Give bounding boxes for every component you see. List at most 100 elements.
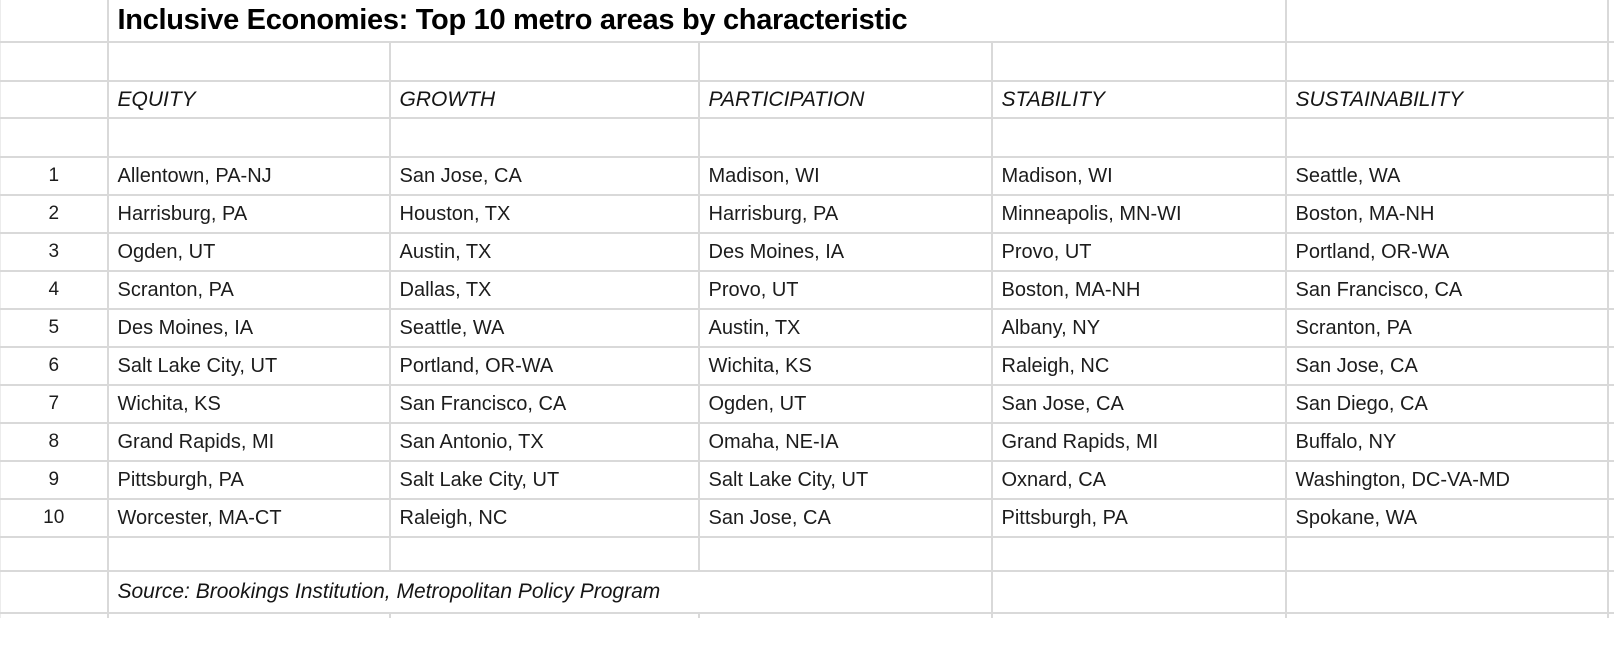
sustainability-cell[interactable]: Portland, OR-WA [1285, 233, 1609, 272]
cell-empty[interactable] [1285, 42, 1609, 82]
cell-empty[interactable] [0, 571, 109, 614]
growth-cell[interactable]: Austin, TX [389, 233, 700, 272]
participation-cell[interactable]: Wichita, KS [698, 347, 993, 386]
cell-empty[interactable] [1285, 571, 1609, 614]
rank-cell[interactable]: 8 [0, 423, 109, 462]
cell-empty[interactable] [389, 118, 700, 158]
rank-cell[interactable]: 4 [0, 271, 109, 310]
participation-cell[interactable]: Harrisburg, PA [698, 195, 993, 234]
stability-cell[interactable]: Grand Rapids, MI [991, 423, 1287, 462]
participation-cell[interactable]: Provo, UT [698, 271, 993, 310]
stability-cell[interactable]: San Jose, CA [991, 385, 1287, 424]
cell-empty[interactable] [0, 0, 109, 43]
participation-cell[interactable]: Madison, WI [698, 157, 993, 196]
cell-empty[interactable] [991, 118, 1287, 158]
cell-empty[interactable] [698, 537, 993, 572]
participation-cell[interactable]: Ogden, UT [698, 385, 993, 424]
table-row: 2 Harrisburg, PA Houston, TX Harrisburg,… [0, 195, 1614, 234]
sustainability-cell[interactable]: Seattle, WA [1285, 157, 1609, 196]
cell-empty[interactable] [1285, 537, 1609, 572]
stability-cell[interactable]: Pittsburgh, PA [991, 499, 1287, 538]
page-title[interactable]: Inclusive Economies: Top 10 metro areas … [107, 0, 1287, 43]
growth-cell[interactable]: Dallas, TX [389, 271, 700, 310]
rank-cell[interactable]: 6 [0, 347, 109, 386]
sustainability-cell[interactable]: San Jose, CA [1285, 347, 1609, 386]
column-header-growth[interactable]: GROWTH [389, 81, 700, 119]
sustainability-cell[interactable]: Scranton, PA [1285, 309, 1609, 348]
cell-empty[interactable] [0, 81, 109, 119]
sustainability-cell[interactable]: Buffalo, NY [1285, 423, 1609, 462]
growth-cell[interactable]: Seattle, WA [389, 309, 700, 348]
cell-empty[interactable] [698, 42, 993, 82]
growth-cell[interactable]: San Francisco, CA [389, 385, 700, 424]
participation-cell[interactable]: San Jose, CA [698, 499, 993, 538]
sustainability-cell[interactable]: San Francisco, CA [1285, 271, 1609, 310]
equity-cell[interactable]: Des Moines, IA [107, 309, 391, 348]
equity-cell[interactable]: Worcester, MA-CT [107, 499, 391, 538]
cell-empty [0, 613, 109, 618]
cell-empty [1607, 118, 1614, 158]
cell-empty [698, 613, 993, 618]
source-note[interactable]: Source: Brookings Institution, Metropoli… [107, 571, 993, 614]
table-row: 10 Worcester, MA-CT Raleigh, NC San Jose… [0, 499, 1614, 538]
sustainability-cell[interactable]: San Diego, CA [1285, 385, 1609, 424]
column-header-sustainability[interactable]: SUSTAINABILITY [1285, 81, 1609, 119]
equity-cell[interactable]: Pittsburgh, PA [107, 461, 391, 500]
cell-empty[interactable] [0, 42, 109, 82]
equity-cell[interactable]: Allentown, PA-NJ [107, 157, 391, 196]
equity-cell[interactable]: Scranton, PA [107, 271, 391, 310]
cell-empty[interactable] [0, 118, 109, 158]
rank-cell[interactable]: 5 [0, 309, 109, 348]
equity-cell[interactable]: Harrisburg, PA [107, 195, 391, 234]
cell-empty[interactable] [1285, 0, 1609, 43]
column-header-stability[interactable]: STABILITY [991, 81, 1287, 119]
cell-empty[interactable] [107, 537, 391, 572]
equity-cell[interactable]: Wichita, KS [107, 385, 391, 424]
participation-cell[interactable]: Omaha, NE-IA [698, 423, 993, 462]
cell-empty[interactable] [991, 42, 1287, 82]
cell-empty [1607, 157, 1614, 196]
column-header-equity[interactable]: EQUITY [107, 81, 391, 119]
rank-cell[interactable]: 1 [0, 157, 109, 196]
cell-empty[interactable] [107, 118, 391, 158]
growth-cell[interactable]: Raleigh, NC [389, 499, 700, 538]
stability-cell[interactable]: Provo, UT [991, 233, 1287, 272]
equity-cell[interactable]: Ogden, UT [107, 233, 391, 272]
table-row: 3 Ogden, UT Austin, TX Des Moines, IA Pr… [0, 233, 1614, 272]
table-row: 4 Scranton, PA Dallas, TX Provo, UT Bost… [0, 271, 1614, 310]
cell-empty[interactable] [389, 42, 700, 82]
cell-empty[interactable] [389, 537, 700, 572]
rank-cell[interactable]: 7 [0, 385, 109, 424]
participation-cell[interactable]: Austin, TX [698, 309, 993, 348]
sustainability-cell[interactable]: Boston, MA-NH [1285, 195, 1609, 234]
rank-cell[interactable]: 10 [0, 499, 109, 538]
stability-cell[interactable]: Albany, NY [991, 309, 1287, 348]
stability-cell[interactable]: Oxnard, CA [991, 461, 1287, 500]
column-header-participation[interactable]: PARTICIPATION [698, 81, 993, 119]
growth-cell[interactable]: Houston, TX [389, 195, 700, 234]
stability-cell[interactable]: Madison, WI [991, 157, 1287, 196]
stability-cell[interactable]: Minneapolis, MN-WI [991, 195, 1287, 234]
sustainability-cell[interactable]: Washington, DC-VA-MD [1285, 461, 1609, 500]
stability-cell[interactable]: Boston, MA-NH [991, 271, 1287, 310]
equity-cell[interactable]: Salt Lake City, UT [107, 347, 391, 386]
stability-cell[interactable]: Raleigh, NC [991, 347, 1287, 386]
cell-empty[interactable] [991, 537, 1287, 572]
cell-empty[interactable] [698, 118, 993, 158]
participation-cell[interactable]: Des Moines, IA [698, 233, 993, 272]
rank-cell[interactable]: 9 [0, 461, 109, 500]
rank-cell[interactable]: 3 [0, 233, 109, 272]
growth-cell[interactable]: San Antonio, TX [389, 423, 700, 462]
rank-cell[interactable]: 2 [0, 195, 109, 234]
cell-empty[interactable] [991, 571, 1287, 614]
growth-cell[interactable]: Salt Lake City, UT [389, 461, 700, 500]
cell-empty[interactable] [107, 42, 391, 82]
growth-cell[interactable]: San Jose, CA [389, 157, 700, 196]
cell-empty[interactable] [1285, 118, 1609, 158]
sustainability-cell[interactable]: Spokane, WA [1285, 499, 1609, 538]
equity-cell[interactable]: Grand Rapids, MI [107, 423, 391, 462]
participation-cell[interactable]: Salt Lake City, UT [698, 461, 993, 500]
cell-empty[interactable] [0, 537, 109, 572]
cell-empty [1607, 499, 1614, 538]
growth-cell[interactable]: Portland, OR-WA [389, 347, 700, 386]
